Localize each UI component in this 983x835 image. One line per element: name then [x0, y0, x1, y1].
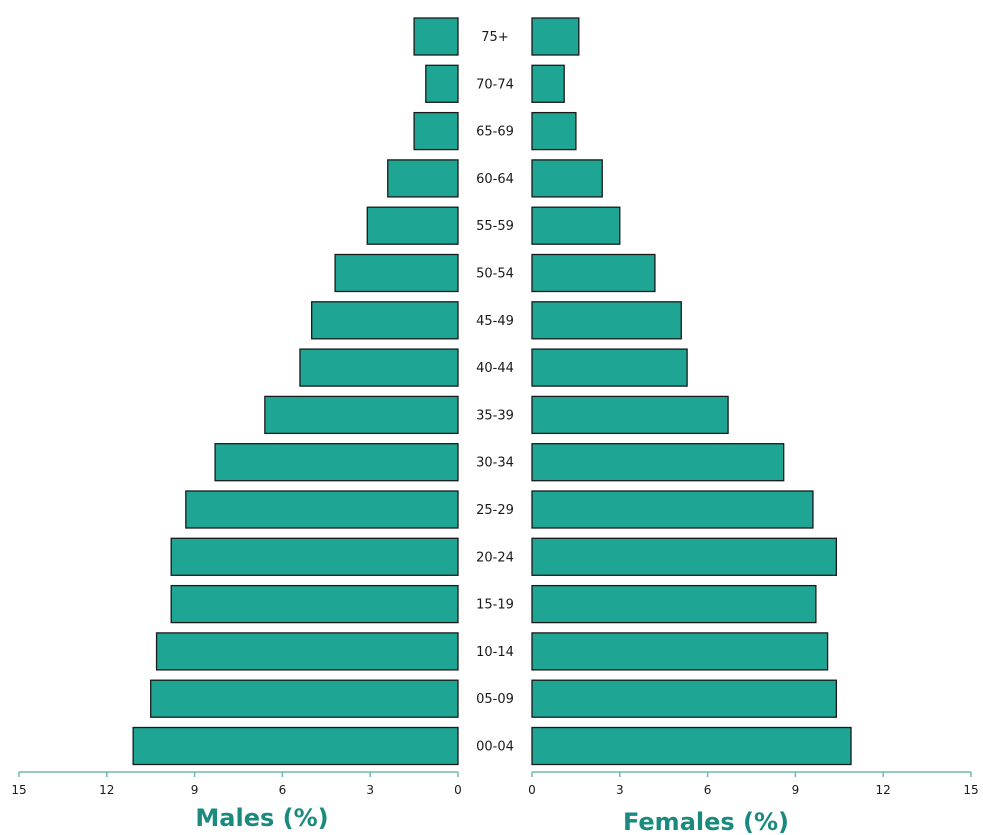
females-tick-label: 0 [528, 783, 536, 797]
male-bar-05-09 [150, 679, 459, 718]
males-axis-title: Males (%) [195, 804, 328, 832]
age-group-label: 70-74 [476, 77, 514, 92]
female-bar-25-29 [531, 490, 814, 529]
age-group-label: 40-44 [476, 361, 514, 376]
female-bar-05-09 [531, 679, 838, 718]
females-tick-label: 9 [792, 783, 800, 797]
males-bars [132, 17, 459, 766]
females-tick-label: 12 [876, 783, 891, 797]
age-group-label: 30-34 [476, 456, 514, 471]
age-group-label: 00-04 [476, 740, 514, 755]
female-bar-50-54 [531, 253, 656, 293]
females-axis-title: Females (%) [623, 808, 789, 835]
female-bar-40-44 [531, 348, 688, 387]
male-bar-65-69 [413, 111, 459, 151]
male-bar-00-04 [132, 726, 459, 766]
age-group-label: 55-59 [476, 219, 514, 234]
male-bar-70-74 [425, 64, 459, 103]
females-tick-label: 3 [616, 783, 624, 797]
age-group-label: 60-64 [476, 172, 514, 187]
age-group-label: 50-54 [476, 267, 514, 282]
age-group-label: 10-14 [476, 645, 514, 660]
male-bar-45-49 [311, 301, 459, 340]
female-bar-00-04 [531, 726, 852, 766]
male-bar-35-39 [264, 395, 459, 435]
female-bar-15-19 [531, 584, 817, 624]
female-bar-75+ [531, 17, 580, 56]
age-group-label: 75+ [481, 30, 508, 45]
female-bar-45-49 [531, 301, 682, 340]
male-bar-10-14 [155, 632, 459, 671]
male-bar-60-64 [387, 159, 459, 198]
females-bars [531, 17, 852, 766]
female-bar-65-69 [531, 111, 577, 151]
female-bar-55-59 [531, 206, 621, 245]
female-bar-60-64 [531, 159, 603, 198]
age-group-label: 05-09 [476, 692, 514, 707]
female-bar-10-14 [531, 632, 829, 671]
age-group-label: 25-29 [476, 503, 514, 518]
age-group-label: 35-39 [476, 408, 514, 423]
male-bar-30-34 [214, 443, 459, 482]
male-bar-75+ [413, 17, 459, 56]
female-bar-70-74 [531, 64, 565, 103]
age-group-label: 15-19 [476, 598, 514, 613]
male-bar-40-44 [299, 348, 459, 387]
males-x-axis: 0 3 6 9 12 15 [11, 771, 462, 797]
age-group-label: 20-24 [476, 550, 514, 565]
female-bar-30-34 [531, 443, 785, 482]
males-tick-label: 6 [279, 783, 287, 797]
males-tick-label: 0 [454, 783, 462, 797]
male-bar-55-59 [366, 206, 459, 245]
age-group-labels: 75+ 70-74 65-69 60-64 55-59 50-54 45-49 40-44 35… [476, 30, 514, 755]
female-bar-35-39 [531, 395, 729, 435]
male-bar-50-54 [334, 253, 459, 293]
male-bar-25-29 [185, 490, 459, 529]
male-bar-15-19 [170, 584, 459, 624]
males-tick-label: 12 [99, 783, 114, 797]
males-tick-label: 15 [11, 783, 26, 797]
males-tick-label: 9 [191, 783, 199, 797]
females-x-axis: 0 3 6 9 12 15 [528, 771, 979, 797]
female-bar-20-24 [531, 537, 838, 576]
females-tick-label: 6 [704, 783, 712, 797]
males-tick-label: 3 [366, 783, 374, 797]
age-group-label: 45-49 [476, 314, 514, 329]
male-bar-20-24 [170, 537, 459, 576]
females-tick-label: 15 [963, 783, 978, 797]
age-group-label: 65-69 [476, 125, 514, 140]
